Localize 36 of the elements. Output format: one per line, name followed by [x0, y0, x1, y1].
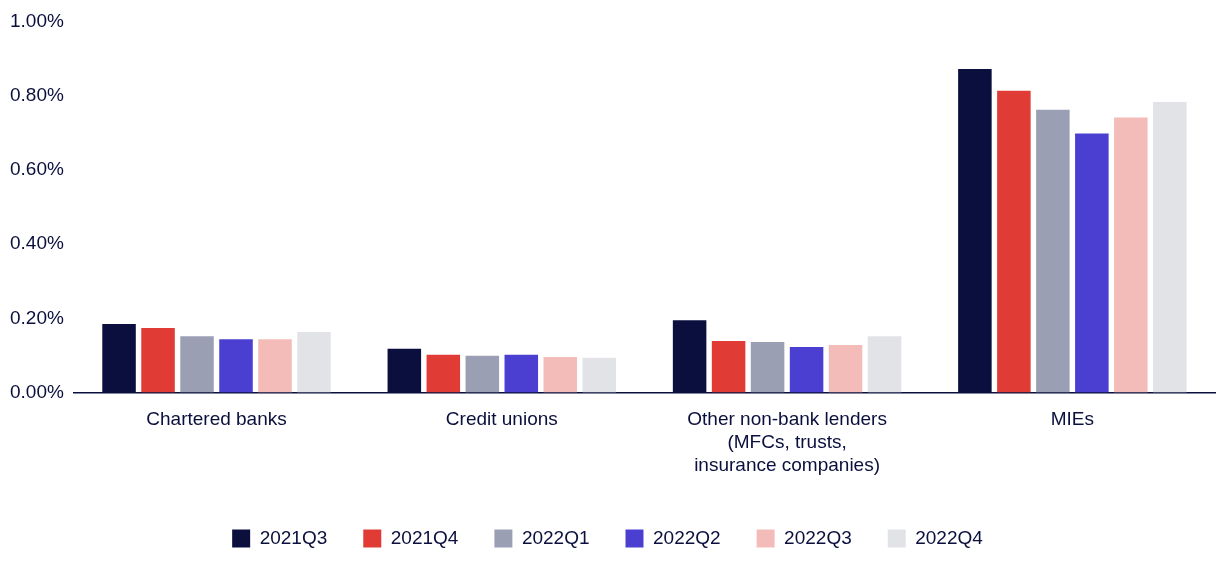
bar: [1036, 109, 1070, 393]
y-tick-label: 0.00%: [10, 380, 64, 402]
y-tick-label: 0.20%: [10, 306, 64, 328]
y-tick-label: 0.60%: [10, 158, 64, 180]
bar: [141, 328, 175, 393]
bar: [426, 354, 461, 393]
legend-label: 2021Q4: [390, 526, 459, 548]
bar: [789, 346, 824, 393]
bar: [180, 336, 214, 393]
bar: [867, 336, 902, 393]
y-tick-label: 0.40%: [10, 232, 64, 254]
bar: [750, 342, 785, 393]
legend-label: 2022Q2: [653, 526, 721, 548]
bar: [711, 341, 746, 393]
bar: [997, 90, 1031, 393]
bar: [504, 354, 539, 393]
bar: [1114, 117, 1148, 393]
legend-label: 2022Q3: [784, 526, 852, 548]
x-tick-label: Other non-bank lenders (MFCs, trusts, insurance companies): [687, 408, 887, 475]
bar: [219, 339, 253, 393]
bar: [1075, 133, 1109, 393]
legend-label: 2022Q4: [915, 526, 984, 548]
legend-label: 2022Q1: [521, 526, 590, 548]
x-tick-label: MIEs: [1050, 408, 1094, 430]
y-tick-label: 1.00%: [10, 9, 64, 31]
x-tick-label: Chartered banks: [146, 408, 287, 430]
legend-label: 2021Q3: [259, 526, 328, 548]
bar: [258, 339, 292, 393]
y-tick-label: 0.80%: [10, 83, 64, 105]
bar: [828, 345, 863, 393]
bar: [1153, 101, 1187, 393]
bar: [297, 332, 331, 393]
bar: [465, 355, 500, 393]
bar: [543, 356, 578, 393]
bar: [582, 357, 617, 393]
x-tick-label: Credit unions: [445, 408, 558, 430]
